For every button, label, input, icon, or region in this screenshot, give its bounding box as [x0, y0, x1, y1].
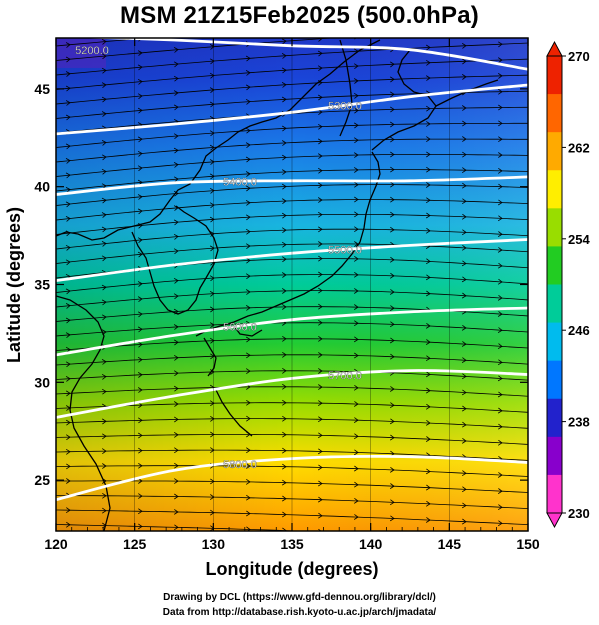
colorbar-segment [547, 208, 562, 247]
map-title: MSM 21Z15Feb2025 (500.0hPa) [120, 2, 479, 29]
x-tick-label: 145 [438, 536, 462, 552]
colorbar-tick-label: 230 [568, 506, 590, 521]
colorbar-segment [547, 322, 562, 362]
x-tick-label: 125 [123, 536, 147, 552]
contour-label: 5200.0 [75, 45, 109, 57]
contour-label: 5600.0 [223, 322, 257, 334]
credit-data-source: Data from http://database.rish.kyoto-u.a… [162, 607, 437, 618]
x-tick-label: 135 [280, 536, 304, 552]
x-tick-label: 150 [516, 536, 540, 552]
x-tick-label: 140 [359, 536, 383, 552]
contour-label: 5500.0 [328, 245, 362, 257]
colorbar-segment [547, 132, 562, 171]
colorbar-top-arrow [546, 40, 563, 57]
colorbar-segment [547, 246, 562, 285]
colorbar: 230 238 246 254 262 270 [546, 40, 590, 529]
credit-drawing: Drawing by DCL (https://www.gfd-dennou.o… [163, 592, 436, 603]
colorbar-segment [547, 170, 562, 209]
axes: 120 125 130 135 140 145 150 25 30 35 40 45 [34, 38, 540, 552]
colorbar-segment [547, 436, 562, 476]
contour-label: 5300.0 [328, 100, 362, 112]
contour-label: 5800.0 [223, 459, 257, 471]
contour-label: 5400.0 [223, 177, 257, 189]
colorbar-segment [547, 284, 562, 324]
colorbar-tick-label: 262 [568, 140, 590, 155]
y-tick-label: 35 [34, 277, 50, 293]
y-tick-label: 30 [34, 374, 50, 390]
x-tick-label: 120 [44, 536, 68, 552]
colorbar-tick-label: 270 [568, 49, 590, 64]
colorbar-tick-label: 246 [568, 323, 590, 338]
colorbar-tick-label: 238 [568, 415, 590, 430]
colorbar-segment [547, 94, 562, 133]
colorbar-segment [547, 398, 562, 438]
colorbar-tick-label: 254 [568, 232, 590, 247]
colorbar-bottom-arrow [546, 512, 563, 529]
y-axis-label: Latitude (degrees) [4, 207, 24, 363]
contour-label: 5700.0 [328, 370, 362, 382]
y-tick-label: 40 [34, 179, 50, 195]
colorbar-segment [547, 474, 562, 514]
x-tick-label: 130 [202, 536, 226, 552]
coastlines [56, 39, 499, 531]
y-tick-label: 25 [34, 472, 50, 488]
colorbar-segment [547, 56, 562, 95]
y-tick-label: 45 [34, 81, 50, 97]
x-axis-label: Longitude (degrees) [205, 559, 378, 579]
colorbar-segment [547, 360, 562, 400]
